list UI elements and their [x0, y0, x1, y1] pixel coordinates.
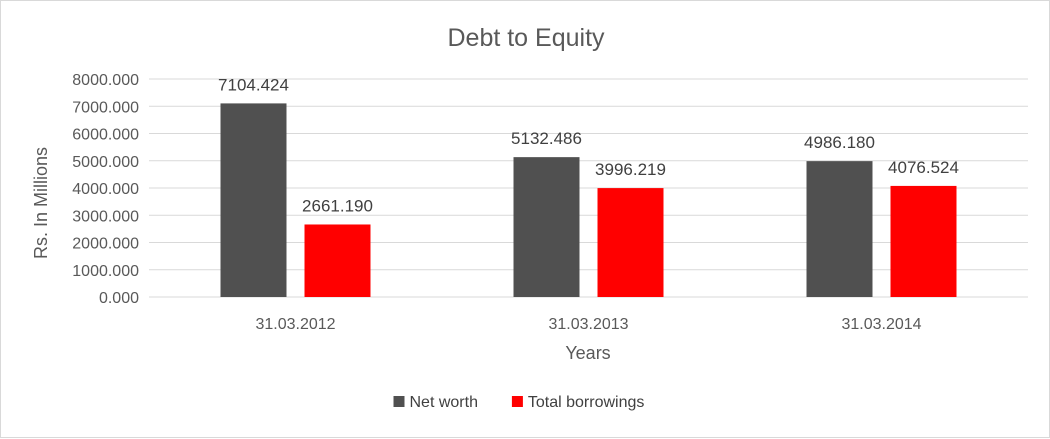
x-axis-ticks: 31.03.2012 31.03.2013 31.03.2014	[255, 316, 921, 333]
x-tick-label: 31.03.2012	[255, 316, 335, 333]
bars	[220, 103, 957, 297]
y-tick-label: 0.000	[99, 290, 139, 307]
y-tick-label: 1000.000	[72, 263, 139, 280]
bar	[220, 103, 287, 297]
y-tick-label: 5000.000	[72, 154, 139, 171]
data-label: 2661.190	[302, 196, 373, 215]
data-label: 4076.524	[888, 158, 959, 177]
y-axis-title: Rs. In Millions	[31, 147, 51, 259]
y-axis-ticks: 0.000 1000.000 2000.000 3000.000 4000.000 500…	[72, 72, 139, 307]
y-tick-label: 2000.000	[72, 236, 139, 253]
legend-label: Total borrowings	[528, 394, 645, 411]
y-tick-label: 7000.000	[72, 99, 139, 116]
bar	[806, 161, 873, 297]
legend: Net worth Total borrowings	[393, 394, 645, 411]
gridlines	[149, 78, 1028, 298]
y-tick-label: 3000.000	[72, 208, 139, 225]
bar	[304, 224, 371, 297]
y-tick-label: 8000.000	[72, 72, 139, 89]
bar	[513, 157, 580, 297]
data-label: 3996.219	[595, 160, 666, 179]
data-labels: 7104.424 2661.190 5132.486 3996.219 4986.180…	[218, 75, 959, 215]
chart-title: Debt to Equity	[447, 24, 605, 52]
bar	[890, 185, 957, 297]
data-label: 7104.424	[218, 75, 289, 94]
x-axis-title: Years	[565, 343, 610, 363]
data-label: 5132.486	[511, 129, 582, 148]
legend-swatch	[511, 396, 523, 407]
legend-swatch	[393, 396, 405, 407]
bar	[597, 188, 664, 297]
x-tick-label: 31.03.2014	[841, 316, 921, 333]
data-label: 4986.180	[804, 133, 875, 152]
y-tick-label: 6000.000	[72, 127, 139, 144]
legend-label: Net worth	[410, 394, 478, 411]
y-tick-label: 4000.000	[72, 181, 139, 198]
x-tick-label: 31.03.2013	[548, 316, 628, 333]
